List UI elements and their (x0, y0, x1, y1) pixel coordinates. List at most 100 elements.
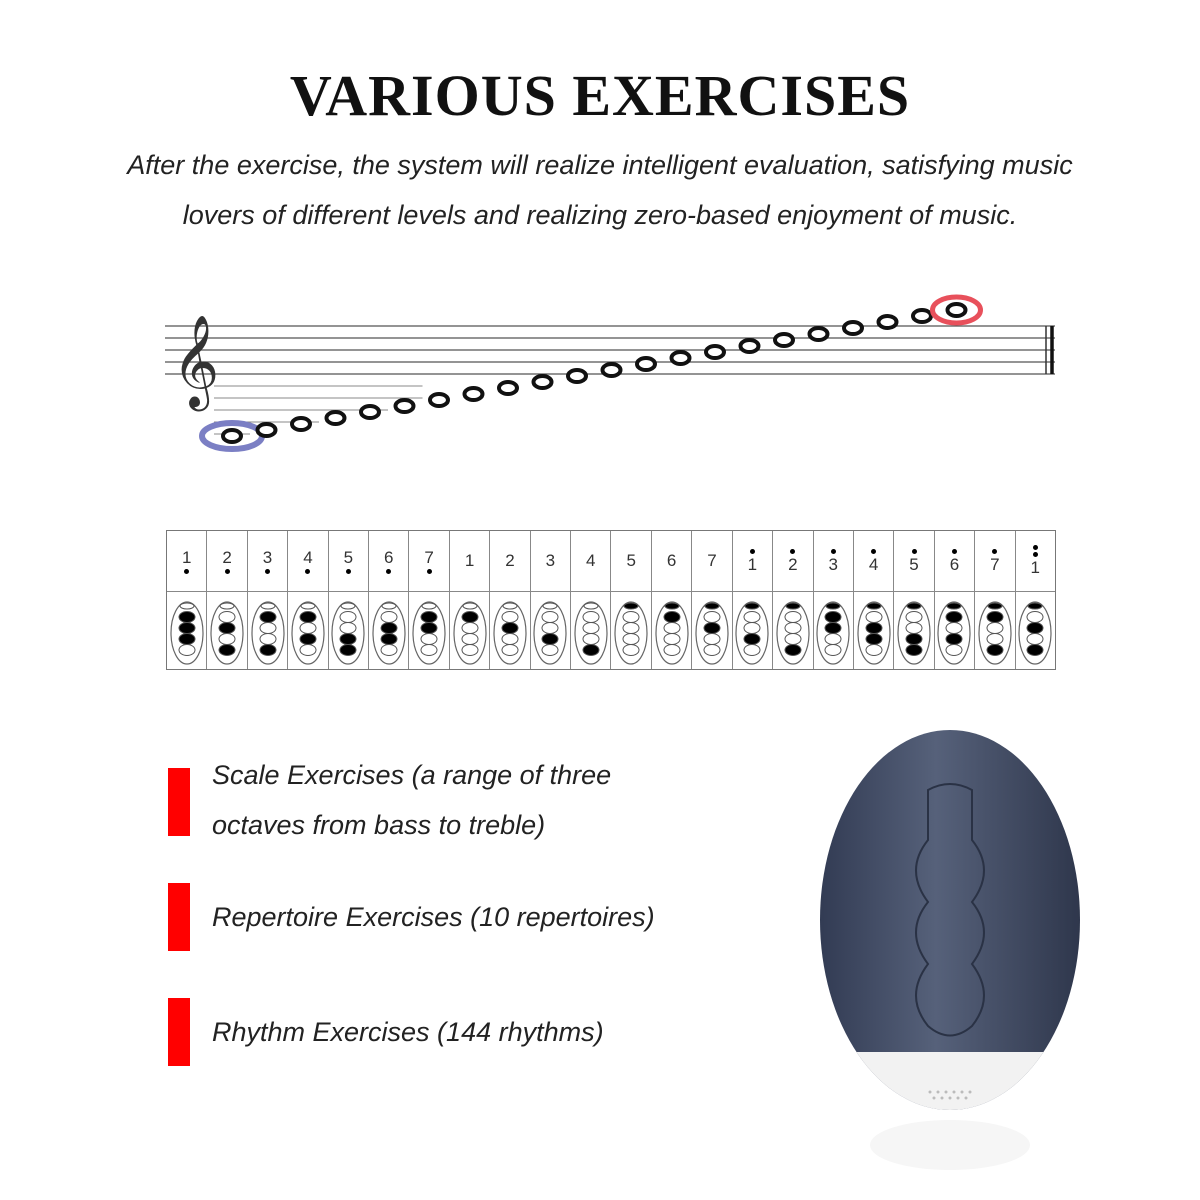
music-staff: 𝄞 (165, 294, 1055, 452)
octave-dot-icon (790, 548, 796, 554)
whole-note (842, 320, 864, 336)
fingering-diagram-icon (250, 600, 285, 665)
note-label: 4 (868, 554, 879, 574)
note-number: 3 (530, 531, 571, 592)
treble-clef-icon: 𝄞 (172, 314, 219, 411)
fingering-column: 5 (328, 531, 370, 669)
fingering-diagram-icon (776, 600, 810, 665)
note-label: 7 (990, 554, 1000, 574)
fingering-diagram-icon (372, 600, 406, 665)
note-number: 4 (571, 531, 611, 592)
whole-note (704, 344, 726, 360)
fingering-diagram-icon (533, 600, 567, 665)
note-label: 6 (949, 554, 960, 574)
fingering-column: 4 (571, 531, 612, 669)
note-number: 5 (611, 531, 651, 592)
fingering-diagram-icon (493, 600, 527, 665)
octave-dot-icon (911, 548, 917, 554)
highest-note-highlight (930, 294, 983, 326)
note-label: 7 (424, 547, 434, 567)
subtitle-line-2: lovers of different levels and realizing… (182, 200, 1018, 230)
note-number: 6 (934, 531, 975, 592)
fingering-column: 6 (651, 531, 693, 669)
feature-text: octaves from bass to treble) (212, 810, 546, 840)
fingering-column: 2 (490, 531, 531, 669)
fingering-diagram-icon (816, 600, 850, 665)
whole-note (669, 350, 692, 366)
fingering-diagram-icon (412, 600, 446, 665)
feature-scale: Scale Exercises (a range of three octaves… (168, 750, 611, 850)
whole-note (324, 410, 347, 426)
note-label: 5 (626, 551, 636, 570)
note-number: 5 (894, 531, 934, 592)
fingering-column: 7 (975, 531, 1016, 669)
whole-note (600, 362, 623, 378)
note-number: 6 (651, 531, 692, 592)
fingering-column: 2 (207, 531, 248, 669)
note-label: 2 (222, 547, 232, 567)
fingering-diagram-icon (654, 600, 689, 665)
fingering-diagram-icon (291, 600, 325, 665)
note-label: 1 (464, 551, 475, 570)
whole-note (497, 380, 519, 396)
note-number: 7 (692, 531, 732, 592)
octave-dot-icon (749, 548, 755, 554)
fingering-column: 3 (530, 531, 572, 669)
red-bar-icon (168, 883, 190, 951)
fingering-diagram-icon (695, 600, 729, 665)
note-label: 1 (181, 547, 192, 567)
fingering-diagram-icon (614, 600, 648, 665)
octave-dot-icon (830, 548, 836, 554)
octave-dot-icon (871, 548, 877, 554)
fingering-column: 1 (732, 531, 774, 669)
fingering-diagram-icon (452, 600, 487, 665)
finger-groove (915, 783, 985, 1037)
note-number: 1 (732, 531, 773, 592)
whole-note (462, 386, 485, 402)
feature-repertoire: Repertoire Exercises (10 repertoires) (168, 883, 655, 951)
whole-note (531, 374, 554, 390)
fingering-diagram-icon (331, 600, 365, 665)
fingering-column: 3 (247, 531, 289, 669)
octave-dot-icon (1032, 552, 1038, 557)
note-label: 2 (788, 554, 798, 574)
whole-note (359, 404, 381, 420)
fingering-column: 5 (611, 531, 652, 669)
note-number: 1 (449, 531, 490, 592)
fingering-diagram-icon (978, 600, 1012, 665)
note-number: 2 (773, 531, 813, 592)
whole-note (290, 416, 312, 432)
octave-dot-icon (951, 548, 957, 554)
octave-dot-icon (426, 568, 432, 574)
octave-dot-icon (184, 568, 190, 574)
whole-note (255, 422, 278, 438)
note-label: 3 (828, 554, 838, 574)
note-number: 6 (369, 531, 409, 592)
fingering-diagram-icon (735, 600, 769, 665)
note-label: 6 (384, 547, 394, 567)
whole-note (738, 338, 761, 354)
note-label: 3 (545, 551, 556, 570)
note-label: 1 (747, 554, 758, 574)
note-number: 1 (167, 531, 207, 592)
note-label: 5 (909, 554, 919, 574)
fingering-column: 7 (692, 531, 733, 669)
fingering-diagram-icon (857, 600, 891, 665)
fingering-column: 2 (773, 531, 814, 669)
fingering-column: 7 (409, 531, 450, 669)
note-label: 7 (707, 551, 717, 570)
fingering-column: 1 (449, 531, 491, 669)
fingering-column: 4 (853, 531, 895, 669)
note-number: 7 (409, 531, 449, 592)
note-label: 1 (1030, 558, 1040, 577)
note-number: 5 (328, 531, 369, 592)
reflection (870, 1120, 1030, 1170)
note-number: 3 (813, 531, 853, 592)
note-number: 2 (207, 531, 247, 592)
speaker-grille-icon (928, 1090, 972, 1100)
feature-text: Repertoire Exercises (10 repertoires) (212, 902, 655, 932)
whole-note (773, 332, 795, 348)
whole-note (393, 398, 416, 414)
octave-dot-icon (224, 568, 230, 574)
